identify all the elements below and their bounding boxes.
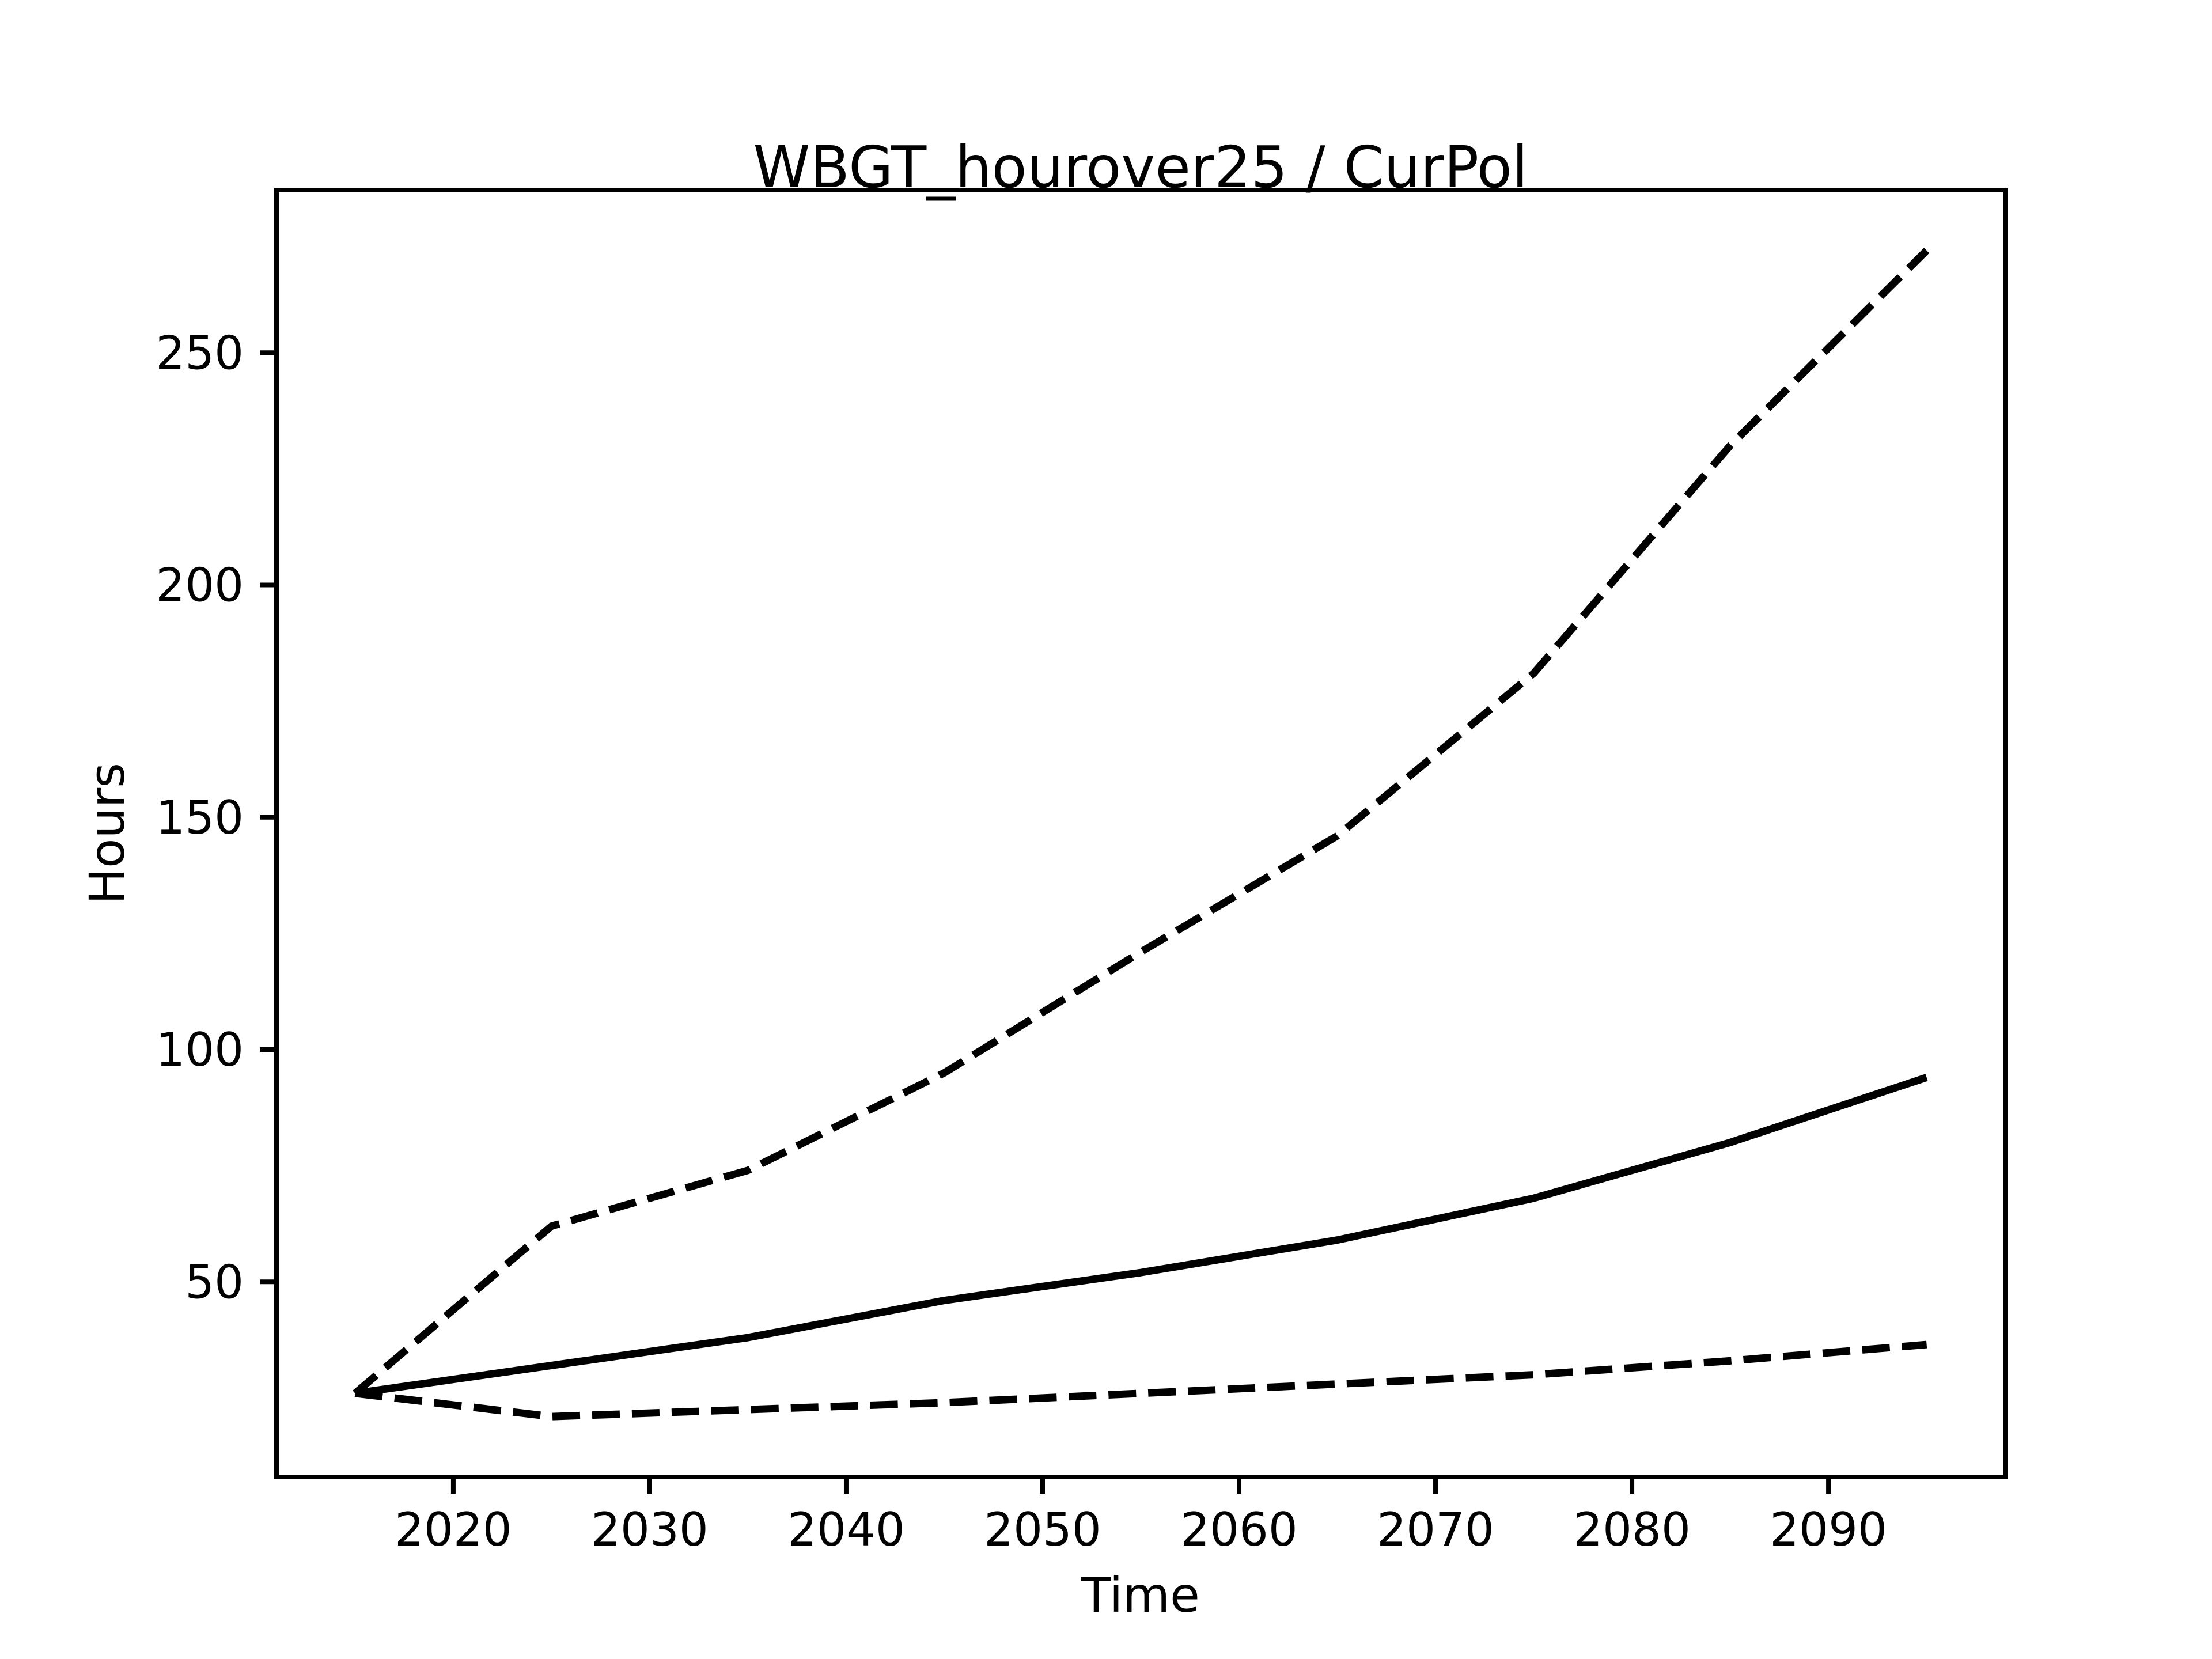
y-tick-label: 150 bbox=[156, 791, 244, 844]
x-tick-label: 2090 bbox=[1770, 1503, 1887, 1556]
x-tick-label: 2040 bbox=[787, 1503, 905, 1556]
y-tick-label: 250 bbox=[156, 326, 244, 380]
chart-title: WBGT_hourover25 / CurPol bbox=[753, 134, 1528, 201]
y-tick-label: 50 bbox=[185, 1255, 244, 1309]
plot-border bbox=[274, 188, 2008, 1479]
x-tick-label: 2060 bbox=[1180, 1503, 1298, 1556]
x-tick-label: 2070 bbox=[1377, 1503, 1494, 1556]
x-tick-label: 2030 bbox=[591, 1503, 709, 1556]
x-axis-label: Time bbox=[1081, 1567, 1200, 1623]
y-tick-label: 100 bbox=[156, 1023, 244, 1077]
median-solid-line bbox=[354, 1074, 1928, 1397]
x-tick-label: 2080 bbox=[1573, 1503, 1691, 1556]
lower-dashed-line bbox=[354, 1340, 1927, 1421]
y-axis-ticks: 50 100 150 200 250 bbox=[156, 326, 276, 1309]
y-axis-label: Hours bbox=[79, 763, 135, 904]
x-tick-label: 2020 bbox=[395, 1503, 512, 1556]
y-tick-label: 200 bbox=[156, 559, 244, 612]
plot-series bbox=[353, 248, 1930, 1421]
x-tick-label: 2050 bbox=[984, 1503, 1101, 1556]
x-axis-ticks: 2020 2030 2040 2050 2060 2070 2080 2090 bbox=[395, 1477, 1887, 1556]
upper-dashed-line bbox=[353, 248, 1930, 1396]
